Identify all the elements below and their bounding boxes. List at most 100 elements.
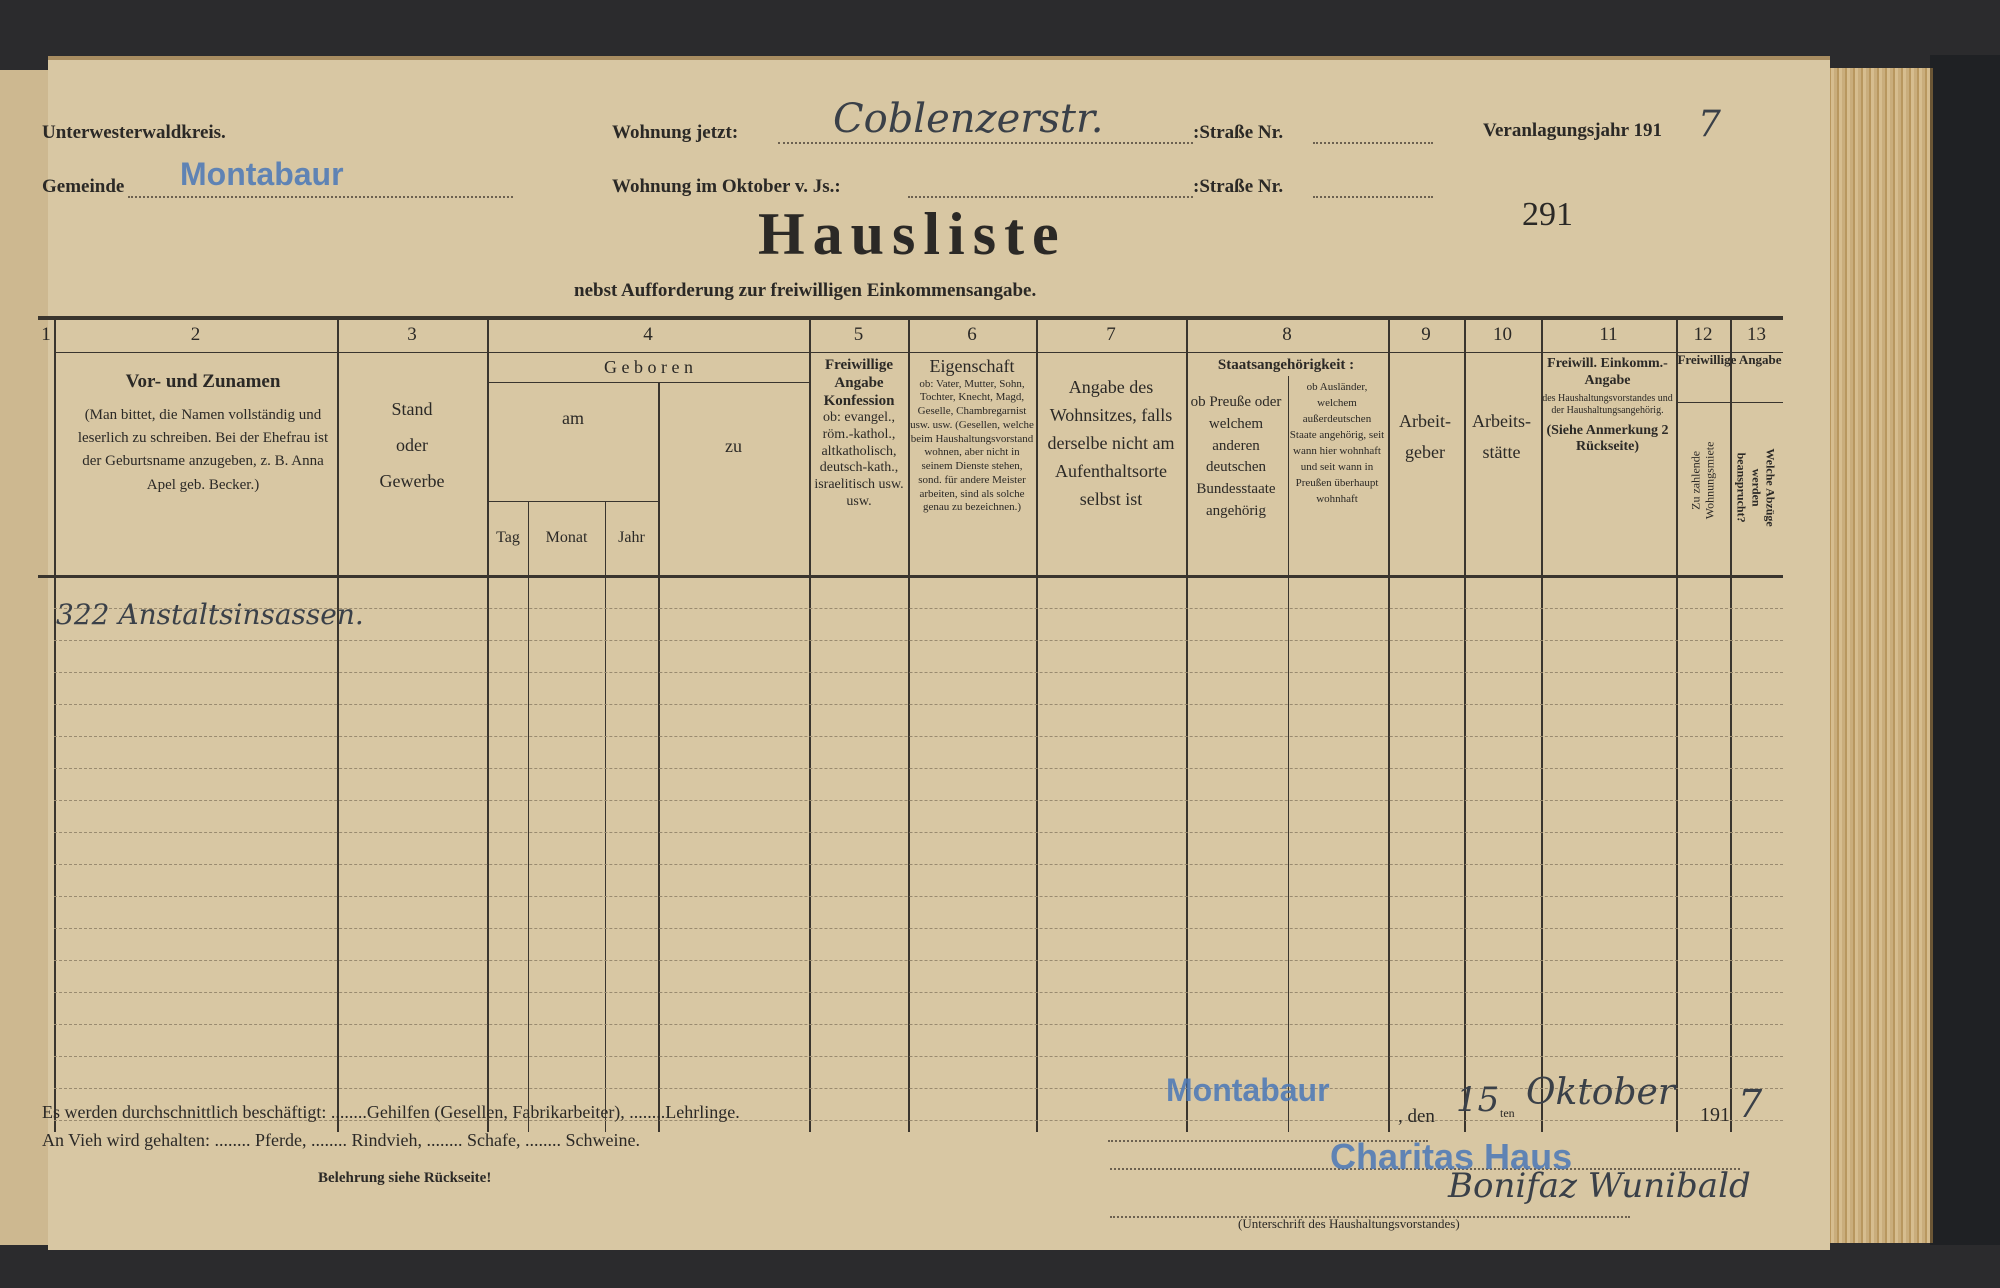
header-confession-note: ob: evangel., röm.-kathol., altkatholisc… <box>814 410 904 509</box>
header-confession: Freiwillige Angabe Konfession ob: evange… <box>811 356 907 511</box>
column-divider <box>337 320 339 1132</box>
column-divider <box>1388 320 1390 1132</box>
header-workplace: Arbeits- stätte <box>1464 406 1539 467</box>
column-number: 7 <box>1106 324 1116 345</box>
table-row-line <box>54 608 1783 609</box>
header-deductions: Welche Abzüge werden beansprucht? <box>1734 448 1778 527</box>
header-employer-2: geber <box>1405 441 1445 462</box>
born-subline <box>487 382 809 383</box>
table-row-line <box>54 960 1783 961</box>
column-divider <box>908 320 910 1132</box>
table-row-line <box>54 736 1783 737</box>
born-place-divider <box>658 382 660 1132</box>
header-citizenship-foreign: ob Ausländer, welchem außerdeutschen Sta… <box>1289 381 1385 505</box>
residence-now-value: Coblenzerstr. <box>833 96 1104 142</box>
citizenship-divider <box>1288 376 1289 1132</box>
column-divider <box>1676 320 1678 1132</box>
signature: Bonifaz Wunibald <box>1448 1166 1751 1206</box>
header-day: Tag <box>496 529 520 546</box>
signature-stamp: Charitas Haus <box>1330 1136 1573 1177</box>
table-row-line <box>54 1056 1783 1057</box>
header-employer: Arbeit- geber <box>1388 406 1462 467</box>
date-den-label: , den <box>1398 1106 1435 1127</box>
page-stack-edges <box>1826 68 1933 1243</box>
table-row-line <box>54 928 1783 929</box>
header-workplace-2: stätte <box>1482 441 1521 462</box>
column-number: 9 <box>1421 324 1431 345</box>
column-divider <box>1186 320 1188 1132</box>
column-divider <box>1464 320 1466 1132</box>
household-table: 1 2 3 4 5 6 7 8 9 10 11 12 13 Vor- und Zunamen (Man … <box>38 316 1798 1136</box>
table-row-line <box>54 992 1783 993</box>
table-row-line <box>54 896 1783 897</box>
header-confession-title: Freiwillige Angabe Konfession <box>823 357 895 409</box>
date-day: 15 <box>1456 1080 1500 1120</box>
header-citizenship: Staatsangehörigkeit : <box>1217 357 1355 373</box>
document-page: Unterwesterwaldkreis. Gemeinde Montabaur… <box>38 56 1830 1250</box>
born-date-subline <box>487 501 658 502</box>
column-number: 6 <box>967 324 977 345</box>
column-number: 4 <box>643 324 653 345</box>
date-divider <box>528 501 529 1132</box>
street-no-label: :Straße Nr. <box>1193 122 1284 143</box>
header-rent: Zu zahlende Wohnungsmiete <box>1688 441 1717 520</box>
date-year-value: 7 <box>1738 1082 1763 1126</box>
livestock-line: An Vieh wird gehalten: ........ Pferde, … <box>42 1130 640 1150</box>
header-relation-note: ob: Vater, Mutter, Sohn, Tochter, Knecht… <box>910 377 1034 514</box>
header-year: Jahr <box>618 529 645 546</box>
header-born: G e b o r e n <box>604 357 693 377</box>
header-names-title: Vor- und Zunamen <box>125 371 281 392</box>
document-title: Hausliste <box>758 201 1067 267</box>
assessment-year-label: Veranlagungsjahr 191 <box>1483 120 1662 141</box>
header-names-note: (Man bittet, die Namen vollständig und l… <box>77 406 329 493</box>
residence-now-label: Wohnung jetzt: <box>612 122 739 143</box>
column-number: 12 <box>1693 324 1713 345</box>
date-day-suffix: ten <box>1500 1106 1515 1120</box>
table-row-line <box>54 640 1783 641</box>
list-number: 291 <box>1522 196 1573 233</box>
table-row-line <box>54 1120 1783 1121</box>
table-row-line <box>54 864 1783 865</box>
column-number: 5 <box>853 324 864 345</box>
column-number: 2 <box>190 324 201 345</box>
column-divider <box>1541 320 1543 1132</box>
book-cover <box>1930 55 2000 1245</box>
voluntary-subline <box>1676 402 1783 403</box>
column-divider <box>1036 320 1038 1132</box>
entry-name: 322 Anstaltsinsassen. <box>56 598 364 631</box>
header-income-note: des Haushaltungsvorstandes und der Haush… <box>1542 392 1673 416</box>
header-income-title: Freiwill. Einkomm.-Angabe <box>1547 356 1668 388</box>
header-occupation-2: oder <box>396 435 428 455</box>
table-row-line <box>54 672 1783 673</box>
table-row-line <box>54 768 1783 769</box>
column-number: 3 <box>407 324 417 345</box>
column-number: 11 <box>1599 324 1618 345</box>
header-citizenship-german: ob Preuße oder welchem anderen deutschen… <box>1190 394 1282 519</box>
signature-label: (Unterschrift des Haushaltungsvorstandes… <box>1238 1216 1460 1231</box>
table-row-line <box>54 1024 1783 1025</box>
column-divider <box>809 320 811 1132</box>
place-stamp: Montabaur <box>1166 1072 1330 1108</box>
column-divider <box>1730 320 1732 1132</box>
column-divider <box>54 320 56 1132</box>
residence-october-label: Wohnung im Oktober v. Js.: <box>612 176 841 197</box>
table-row-line <box>54 704 1783 705</box>
column-divider <box>487 320 489 1132</box>
header-income-ref: (Siehe Anmerkung 2 Rückseite) <box>1546 422 1669 455</box>
date-divider <box>605 501 606 1132</box>
table-row-line <box>54 832 1783 833</box>
table-row-line <box>54 1088 1783 1089</box>
date-year-prefix: 191 <box>1700 1104 1730 1126</box>
header-voluntary: Freiwillige Angabe <box>1677 352 1782 367</box>
municipality-stamp: Montabaur <box>180 156 344 192</box>
header-month: Monat <box>545 529 588 546</box>
header-occupation-1: Stand <box>391 399 433 419</box>
street-no-label-2: :Straße Nr. <box>1193 176 1284 197</box>
header-relation: Eigenschaft ob: Vater, Mutter, Sohn, Toc… <box>910 356 1034 515</box>
table-row-line <box>54 800 1783 801</box>
date-month: Oktober <box>1526 1072 1676 1113</box>
header-occupation: Stand oder Gewerbe <box>337 391 487 499</box>
column-number: 10 <box>1493 324 1512 345</box>
header-born-on: am <box>562 408 584 428</box>
header-born-in: zu <box>725 436 742 456</box>
